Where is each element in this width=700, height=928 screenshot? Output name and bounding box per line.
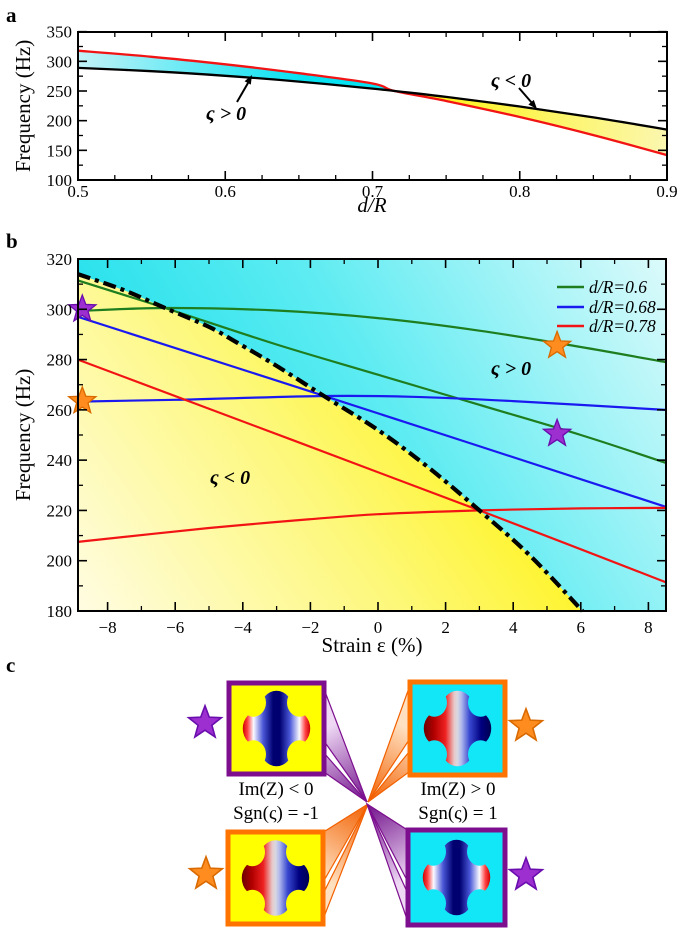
region-negative-yellow [394,91,667,156]
y-tick-label: 300 [47,52,73,71]
legend-label-green: d/R=0.6 [589,277,647,297]
curve-d-R=0.68-flat-branch [77,394,666,411]
beam-orange-lower [321,803,369,923]
y-tick-label: 250 [47,82,73,101]
orange-star-icon [188,855,224,889]
panel-b-tick-labels: −8 −6 −4 −2 0 2 4 6 8 180 200 220 240 260 280 300 320 [47,250,653,637]
panel-a-ylabel: Frequency (Hz) [11,40,35,172]
x-tick-label: 8 [644,618,653,637]
x-tick-label: 4 [509,618,518,637]
label-sgn-positive: Sgn(ς) = 1 [418,803,497,824]
y-tick-label: 260 [47,401,73,420]
phase-boundary-dash-dot [77,272,585,613]
x-tick-label: −2 [301,618,319,637]
y-tick-label: 220 [47,501,73,520]
y-tick-label: 150 [47,141,73,160]
panel-a-regions [78,50,667,156]
panel-a-ticks [77,30,668,181]
panel-a: a 0.5 0.6 0.7 0.8 0.9 100 150 200 250 300 350 Freq… [6,3,678,217]
x-tick-label: 2 [441,618,450,637]
label-sgn-negative: Sgn(ς) = -1 [233,803,319,824]
panel-a-arrow-positive-head [244,75,252,85]
beam-orange-lower-main [321,803,369,887]
region-positive-cyan [78,50,395,91]
panel-b-annotation-positive: ς > 0 [491,358,531,380]
panel-a-curves [77,49,668,157]
panel-b: b −8 −6 −4 −2 0 2 4 6 8180200220240260280300320 … [6,229,667,657]
panel-b-xlabel: Strain ε (%) [322,633,423,657]
panel-a-frame [77,31,668,181]
x-tick-label: 0.9 [656,182,677,201]
panel-b-letter: b [6,229,18,253]
mode-square-bottom-left [225,829,326,927]
y-tick-label: 240 [47,451,73,470]
legend-label-blue: d/R=0.68 [589,297,656,317]
mode-square-bottom-right [405,827,508,928]
mode-square-top-right [407,679,508,778]
orange-star-icon [508,707,544,741]
mode-square-top-left [226,680,327,777]
panel-b-ticks [78,258,666,612]
curve-d-R=0.78-steep-branch [77,358,666,584]
panel-a-annotation-positive: ς > 0 [206,103,246,125]
x-tick-label: 0.8 [509,182,530,201]
beam-purple-lower [365,802,410,926]
panel-a-annotation-negative: ς < 0 [491,70,531,92]
panel-a-letter: a [6,3,17,27]
panel-a-xlabel: d/R [357,193,386,217]
panel-b-legend: d/R=0.6 d/R=0.68 d/R=0.78 [557,277,656,336]
legend-label-red: d/R=0.78 [589,316,656,336]
y-tick-label: 300 [47,300,73,319]
x-tick-label: 6 [577,618,586,637]
panel-b-phase-boundary [77,272,585,613]
panel-c-letter: c [6,653,15,677]
panel-a-arrow-positive-line [236,82,249,103]
panel-a-arrow-negative-head [528,99,537,109]
y-tick-label: 200 [47,112,73,131]
y-tick-label: 180 [47,602,73,621]
y-tick-label: 320 [47,250,73,269]
x-tick-label: 0 [374,618,383,637]
beam-purple-lower-main [365,802,410,885]
purple-star-icon [187,704,223,738]
y-tick-label: 100 [47,171,73,190]
panel-b-ylabel: Frequency (Hz) [11,369,35,501]
panel-b-annotation-negative: ς < 0 [210,467,250,489]
label-im-negative: Im(Z) < 0 [238,779,313,800]
x-tick-label: −4 [234,618,253,637]
x-tick-label: 0.6 [215,182,236,201]
y-tick-label: 200 [47,552,73,571]
beam-orange-upper [367,687,410,803]
curve-lower-branch-black [77,66,668,131]
y-tick-label: 350 [47,23,73,42]
purple-star-icon [508,856,544,890]
curve-upper-branch-red [77,49,668,157]
x-tick-label: 0.7 [362,182,384,201]
x-tick-label: −8 [99,618,117,637]
curve-d-R=0.78-flat-branch [77,506,666,543]
x-tick-label: 0.5 [67,182,88,201]
label-im-positive: Im(Z) > 0 [420,779,495,800]
panel-a-arrow-negative-line [518,87,533,104]
beam-purple-upper [323,688,368,803]
x-tick-label: −6 [166,618,184,637]
y-tick-label: 280 [47,351,73,370]
panel-c: c [6,653,544,928]
panel-a-tick-labels: 0.5 0.6 0.7 0.8 0.9 100 150 200 250 300 350 [47,23,678,201]
